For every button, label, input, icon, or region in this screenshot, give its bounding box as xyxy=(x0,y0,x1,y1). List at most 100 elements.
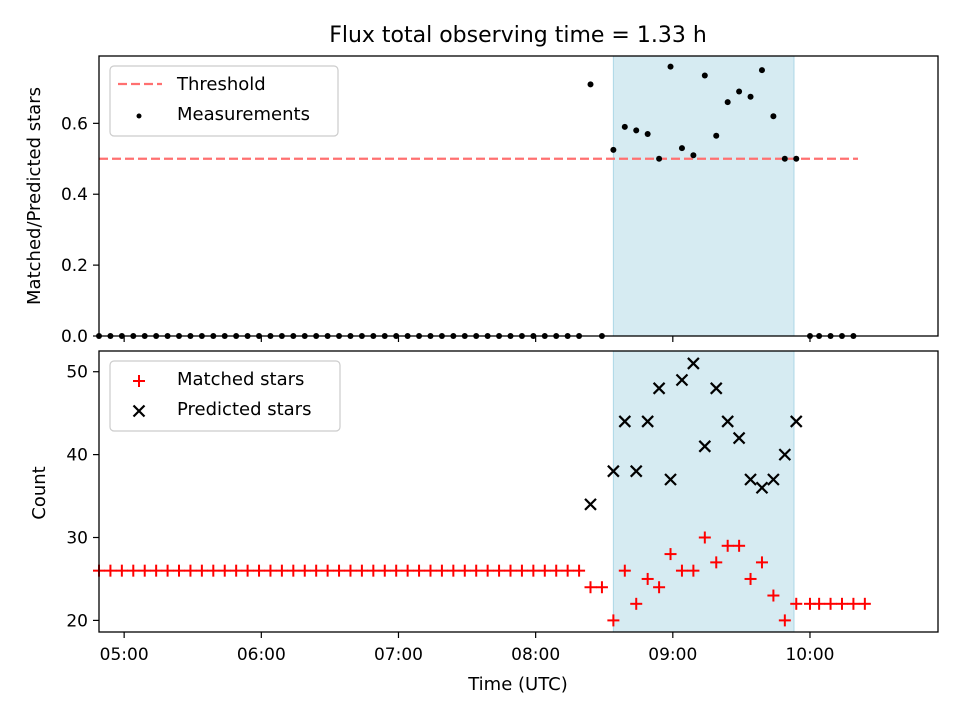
count-panel: 05:00 06:00 07:00 08:00 09:00 10:00 20 30 40 50 Ma… xyxy=(66,350,939,665)
x-tick-label: 09:00 xyxy=(648,645,697,665)
matched-stars-point xyxy=(253,564,266,577)
plot-frame xyxy=(98,350,939,633)
predicted-stars-point xyxy=(767,473,780,486)
matched-stars-point xyxy=(698,531,711,544)
matched-stars-point xyxy=(733,539,746,552)
matched-stars-point xyxy=(847,597,860,610)
matched-stars-point xyxy=(767,589,780,602)
x-tick-label: 07:00 xyxy=(374,645,423,665)
matched-stars-point xyxy=(333,564,346,577)
matched-stars-point xyxy=(710,556,723,569)
y-tick-label: 0.4 xyxy=(61,185,88,205)
matched-stars-point xyxy=(573,564,586,577)
legend-label: Measurements xyxy=(177,104,310,125)
matched-stars-point xyxy=(115,564,128,577)
predicted-stars-point xyxy=(629,464,643,478)
predicted-stars-point xyxy=(675,373,689,387)
observing-window-shade xyxy=(612,55,795,337)
legend-x-swatch xyxy=(132,404,146,418)
matched-stars-point xyxy=(367,564,380,577)
matched-stars-point xyxy=(858,597,871,610)
measurements-point xyxy=(758,67,765,74)
matched-stars-point xyxy=(493,564,506,577)
matched-stars-point xyxy=(675,564,688,577)
measurements-point xyxy=(713,132,720,139)
legend: Matched stars Predicted stars xyxy=(109,360,341,432)
matched-stars-point xyxy=(687,564,700,577)
matched-stars-point xyxy=(298,564,311,577)
predicted-stars-point xyxy=(687,357,700,370)
y-tick-label: 50 xyxy=(66,363,88,383)
predicted-stars-point xyxy=(618,415,632,428)
y-tick-label: 40 xyxy=(66,446,88,466)
matched-stars-point xyxy=(813,597,826,610)
matched-stars-point xyxy=(824,597,837,610)
matched-stars-point xyxy=(241,564,254,577)
plot-frame xyxy=(98,55,939,337)
legend-plus-swatch xyxy=(133,375,145,387)
matched-stars-point xyxy=(230,564,243,577)
legend-box xyxy=(109,65,339,137)
matched-stars-point xyxy=(435,564,448,577)
matched-stars-point xyxy=(355,564,368,577)
predicted-stars-point xyxy=(744,473,757,486)
matched-stars-point xyxy=(344,564,357,577)
matched-stars-point xyxy=(275,564,288,577)
x-axis-label: Time (UTC) xyxy=(467,674,568,695)
chart-title: Flux total observing time = 1.33 h xyxy=(329,23,707,48)
matched-stars-point xyxy=(310,564,323,577)
matched-stars-point xyxy=(721,539,734,552)
matched-stars-point xyxy=(390,564,403,577)
matched-stars-point xyxy=(458,564,471,577)
matched-stars-point xyxy=(584,581,597,594)
predicted-stars-point xyxy=(755,481,769,495)
measurements-point xyxy=(736,88,743,95)
matched-stars-point xyxy=(401,564,414,577)
matched-stars-point xyxy=(641,572,654,585)
measurements-point xyxy=(793,155,800,162)
matched-stars-point xyxy=(504,564,517,577)
matched-stars-point xyxy=(595,581,608,594)
matched-stars-point xyxy=(630,597,643,610)
measurements-point xyxy=(633,127,640,134)
observing-window-shade xyxy=(612,350,795,633)
matched-stars-point xyxy=(790,597,803,610)
matched-stars-point xyxy=(127,564,140,577)
matched-stars-point xyxy=(321,564,334,577)
predicted-stars-point xyxy=(584,498,597,511)
y-tick-label: 0.0 xyxy=(61,327,88,347)
matched-stars-point xyxy=(378,564,391,577)
x-tick-label: 08:00 xyxy=(511,645,560,665)
matched-stars-point xyxy=(173,564,186,577)
measurements-point xyxy=(644,130,651,137)
measurements-point xyxy=(587,81,594,88)
predicted-stars-point xyxy=(732,431,746,445)
matched-stars-point xyxy=(287,564,300,577)
measurements-point xyxy=(770,113,777,120)
y-axis-label-count: Count xyxy=(29,466,50,519)
measurements-point xyxy=(781,155,788,162)
matched-stars-point xyxy=(664,548,677,561)
matched-stars-point xyxy=(607,614,620,627)
matched-stars-point xyxy=(161,564,174,577)
y-axis-label-ratio: Matched/Predicted stars xyxy=(24,87,45,305)
predicted-stars-point xyxy=(778,448,792,461)
matched-stars-point xyxy=(515,564,528,577)
matched-stars-point xyxy=(195,564,208,577)
predicted-stars-point xyxy=(789,415,803,428)
measurements-point xyxy=(701,72,708,79)
predicted-stars-point xyxy=(698,440,712,453)
measurements-point xyxy=(678,145,685,152)
matched-stars-point xyxy=(264,564,277,577)
matched-stars-point xyxy=(653,581,666,594)
measurements-point xyxy=(610,146,617,153)
x-tick-label: 06:00 xyxy=(237,645,286,665)
y-tick-label: 0.6 xyxy=(61,114,88,134)
predicted-stars-point xyxy=(709,382,723,395)
measurements-point xyxy=(724,99,731,106)
y-tick-label: 30 xyxy=(66,529,88,549)
matched-stars-point xyxy=(184,564,197,577)
predicted-stars-point xyxy=(652,382,666,395)
measurements-point xyxy=(656,155,663,162)
